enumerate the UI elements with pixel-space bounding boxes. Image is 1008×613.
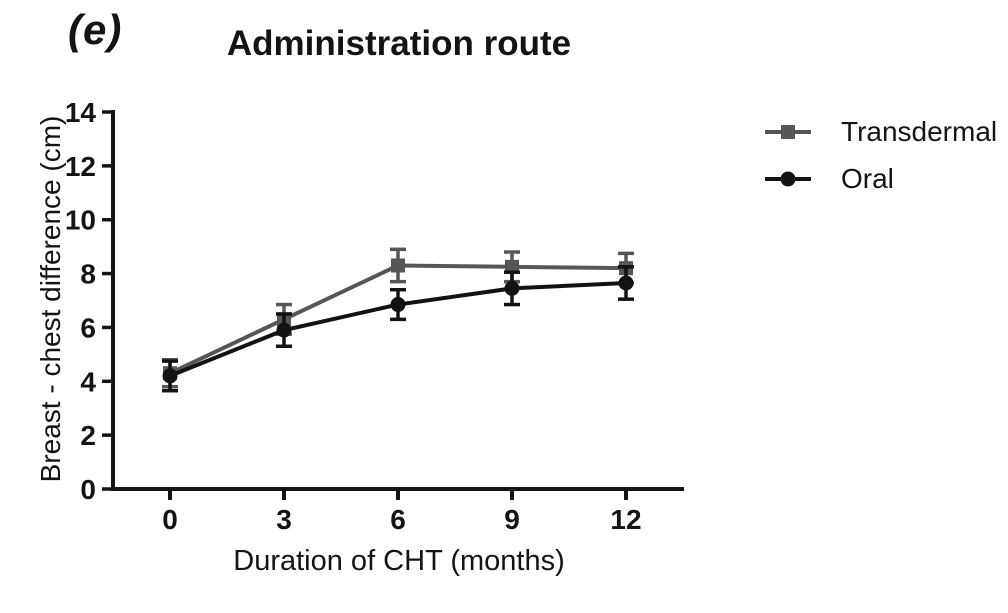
chart-title: Administration route — [226, 24, 572, 63]
y-tick-label: 4 — [80, 366, 96, 397]
x-tick-label: 3 — [276, 504, 292, 535]
x-tick-label: 0 — [162, 504, 178, 535]
y-tick-label: 6 — [80, 312, 96, 343]
y-tick-label: 2 — [80, 420, 96, 451]
legend-item-oral: Oral — [764, 162, 997, 195]
y-tick-label: 0 — [80, 474, 96, 505]
y-axis-label: Breast - chest difference (cm) — [35, 115, 66, 483]
x-tick-label: 6 — [390, 504, 406, 535]
legend-label-oral: Oral — [841, 163, 894, 194]
marker-circle-oral — [504, 280, 520, 296]
y-tick-label: 10 — [65, 205, 96, 236]
y-tick-label: 14 — [65, 97, 97, 128]
marker-square-transdermal — [505, 259, 519, 274]
x-axis-label: Duration of CHT (months) — [233, 545, 565, 577]
legend-label-transdermal: Transdermal — [841, 116, 998, 147]
marker-circle-oral — [390, 297, 406, 313]
marker-circle-oral — [162, 368, 178, 384]
legend-item-transdermal: Transdermal — [764, 115, 997, 148]
x-tick-label: 9 — [504, 504, 520, 535]
y-tick-label: 8 — [80, 259, 96, 290]
y-tick-label: 12 — [65, 151, 96, 182]
legend: Transdermal Oral — [764, 115, 997, 195]
panel-label: (e) — [68, 6, 123, 53]
marker-circle-oral — [276, 322, 292, 338]
marker-square-transdermal — [391, 258, 405, 273]
oral-circle-marker-icon — [765, 171, 811, 186]
x-tick-label: 12 — [610, 504, 641, 535]
marker-circle-oral — [618, 275, 634, 291]
transdermal-square-marker-icon — [765, 124, 811, 139]
